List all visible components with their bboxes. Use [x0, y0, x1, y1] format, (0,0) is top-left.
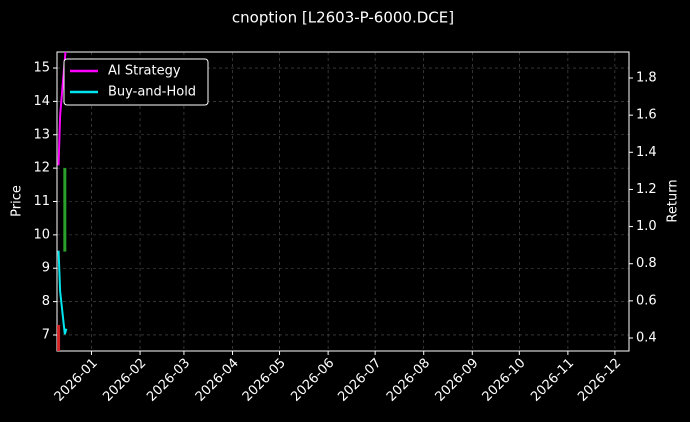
- candle-body: [57, 324, 61, 351]
- x-tick-label: 2026-04: [193, 356, 242, 405]
- y2-tick-label: 0.8: [636, 256, 657, 271]
- y-tick-label: 10: [33, 227, 50, 242]
- x-tick-label: 2026-07: [335, 356, 384, 405]
- y-tick-label: 12: [33, 161, 50, 176]
- y-tick-label: 13: [33, 127, 50, 142]
- legend-label: AI Strategy: [108, 64, 181, 79]
- legend-box: [63, 58, 209, 106]
- x-tick-label: 2026-03: [144, 356, 193, 405]
- y2-tick-label: 1.2: [636, 182, 657, 197]
- y-tick-label: 15: [33, 61, 50, 76]
- x-tick-label: 2026-05: [240, 356, 289, 405]
- legend-label: Buy-and-Hold: [108, 85, 196, 100]
- x-tick-label: 2026-06: [288, 356, 337, 405]
- x-tick-label: 2026-10: [480, 356, 529, 405]
- x-tick-label: 2026-11: [528, 356, 577, 405]
- x-tick-label: 2026-09: [433, 356, 482, 405]
- y2-tick-label: 0.4: [636, 331, 657, 346]
- chart-title: cnoption [L2603-P-6000.DCE]: [232, 9, 454, 27]
- line-series: [57, 250, 68, 335]
- x-tick-label: 2026-12: [575, 356, 624, 405]
- y-axis-label: Price: [10, 185, 25, 217]
- plot-area: [57, 52, 68, 351]
- x-tick-label: 2026-08: [384, 356, 433, 405]
- y-tick-label: 8: [42, 294, 50, 309]
- candle-body: [63, 168, 67, 252]
- y2-tick-label: 0.6: [636, 293, 657, 308]
- y2-tick-label: 1.6: [636, 108, 657, 123]
- y2-tick-label: 1.0: [636, 219, 657, 234]
- legend: AI Strategy Buy-and-Hold: [63, 58, 209, 106]
- plot-frame: [56, 51, 630, 352]
- y2-axis-label: Return: [666, 179, 681, 222]
- x-tick-label: 2026-02: [100, 356, 149, 405]
- y2-tick-label: 1.8: [636, 71, 657, 86]
- y-tick-label: 9: [42, 261, 50, 276]
- x-tick-label: 2026-01: [52, 356, 101, 405]
- y-tick-label: 7: [42, 327, 50, 342]
- line-series: [57, 52, 67, 166]
- y2-tick-label: 1.4: [636, 145, 657, 160]
- y-tick-label: 11: [33, 194, 50, 209]
- y-tick-label: 14: [33, 94, 50, 109]
